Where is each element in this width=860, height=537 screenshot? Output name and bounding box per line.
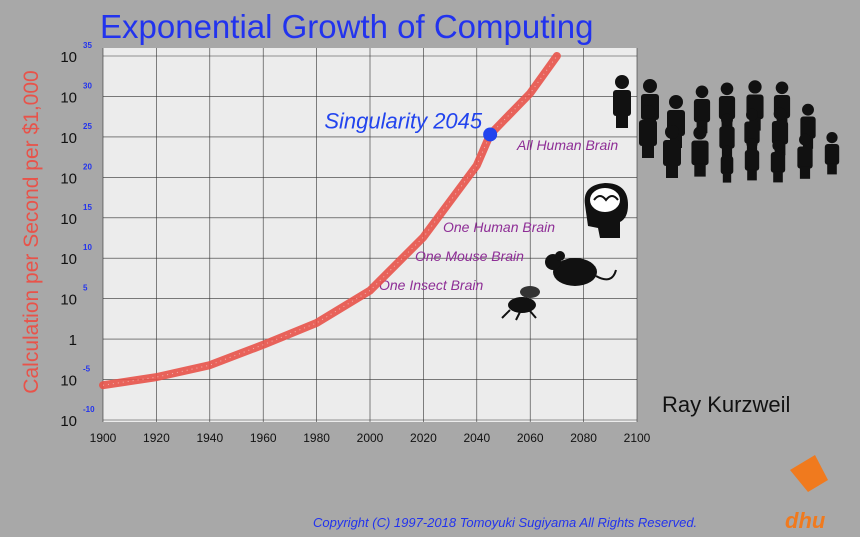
singularity-point — [483, 127, 498, 142]
person-icon — [639, 120, 657, 146]
person-icon — [665, 125, 679, 139]
person-icon — [616, 114, 628, 128]
person-icon — [695, 85, 709, 99]
person-icon — [693, 126, 707, 140]
person-icon — [721, 113, 733, 126]
person-icon — [643, 79, 657, 93]
person-icon — [797, 146, 813, 169]
person-icon — [775, 81, 789, 95]
person-icon — [747, 169, 757, 181]
x-tick-label: 2020 — [410, 431, 437, 445]
insect-icon — [501, 286, 540, 321]
x-tick-label: 2100 — [624, 431, 651, 445]
person-icon — [693, 99, 711, 123]
y-tick-label: 10 — [60, 413, 77, 430]
copyright: Copyright (C) 1997-2018 Tomoyuki Sugiyam… — [313, 515, 697, 530]
y-tick-label: 10 — [60, 130, 77, 147]
y-tick-label: 10 — [60, 292, 77, 309]
y-tick-label: 10 — [60, 251, 77, 268]
person-icon — [691, 140, 709, 166]
person-icon — [694, 163, 706, 177]
person-icon — [746, 108, 758, 121]
person-icon — [744, 121, 760, 144]
x-tick-label: 1960 — [250, 431, 277, 445]
data-line-texture — [102, 55, 558, 386]
y-tick-label: 10 — [60, 89, 77, 106]
x-tick-label: 1920 — [143, 431, 170, 445]
x-tick-label: 1940 — [196, 431, 223, 445]
y-tick-exponent: 10 — [83, 243, 92, 252]
person-icon — [770, 152, 786, 173]
annotation: One Insect Brain — [379, 277, 483, 293]
y-tick-exponent: 15 — [83, 203, 92, 212]
x-tick-label: 1900 — [90, 431, 117, 445]
person-icon — [799, 166, 811, 179]
person-icon — [613, 90, 631, 116]
person-icon — [666, 164, 678, 178]
person-icon — [826, 132, 838, 144]
person-icon — [802, 103, 814, 116]
person-icon — [722, 145, 732, 156]
y-tick-label: 1 — [69, 332, 77, 349]
person-icon — [720, 82, 734, 96]
annotation: One Human Brain — [443, 219, 555, 235]
author: Ray Kurzweil — [662, 392, 790, 417]
person-icon — [800, 116, 816, 139]
person-icon — [771, 121, 789, 145]
person-icon — [746, 138, 758, 150]
y-tick-label: 10 — [60, 49, 77, 66]
x-tick-label: 1980 — [303, 431, 330, 445]
person-icon — [642, 144, 654, 158]
y-tick-exponent: 20 — [83, 162, 92, 171]
brain-icon — [584, 183, 628, 238]
y-tick-exponent: -5 — [83, 365, 91, 374]
chart-title: Exponential Growth of Computing — [100, 8, 593, 45]
x-tick-label: 2060 — [517, 431, 544, 445]
person-icon — [641, 105, 655, 119]
logo-shape — [790, 455, 828, 492]
person-icon — [744, 150, 760, 171]
x-tick-label: 2080 — [570, 431, 597, 445]
person-icon — [773, 107, 787, 121]
y-tick-exponent: 30 — [83, 81, 92, 90]
annotation: One Mouse Brain — [415, 248, 524, 264]
y-axis-label: Calculation per Second per $1,000 — [20, 70, 43, 393]
person-icon — [722, 172, 732, 183]
person-icon — [615, 75, 629, 89]
person-icon — [799, 133, 811, 146]
mouse-icon — [545, 251, 617, 286]
person-icon — [827, 163, 837, 175]
x-tick-label: 2000 — [357, 431, 384, 445]
person-icon — [719, 126, 735, 149]
person-icon — [824, 144, 840, 165]
y-tick-label: 10 — [60, 373, 77, 390]
y-tick-label: 10 — [60, 170, 77, 187]
person-icon — [773, 171, 783, 183]
x-tick-label: 2040 — [463, 431, 490, 445]
person-icon — [663, 140, 681, 166]
singularity-label: Singularity 2045 — [324, 108, 483, 133]
y-tick-label: 10 — [60, 211, 77, 228]
logo-text: dhu — [785, 508, 826, 533]
person-icon — [718, 96, 736, 120]
person-icon — [720, 156, 734, 175]
person-icon — [772, 140, 784, 152]
person-icon — [669, 95, 683, 109]
y-tick-exponent: -10 — [83, 405, 95, 414]
y-tick-exponent: 35 — [83, 41, 92, 50]
person-icon — [748, 80, 762, 94]
annotation: All Human Brain — [516, 137, 618, 153]
y-tick-exponent: 25 — [83, 122, 92, 131]
logo: dhu — [785, 455, 828, 533]
y-tick-exponent: 5 — [83, 284, 88, 293]
